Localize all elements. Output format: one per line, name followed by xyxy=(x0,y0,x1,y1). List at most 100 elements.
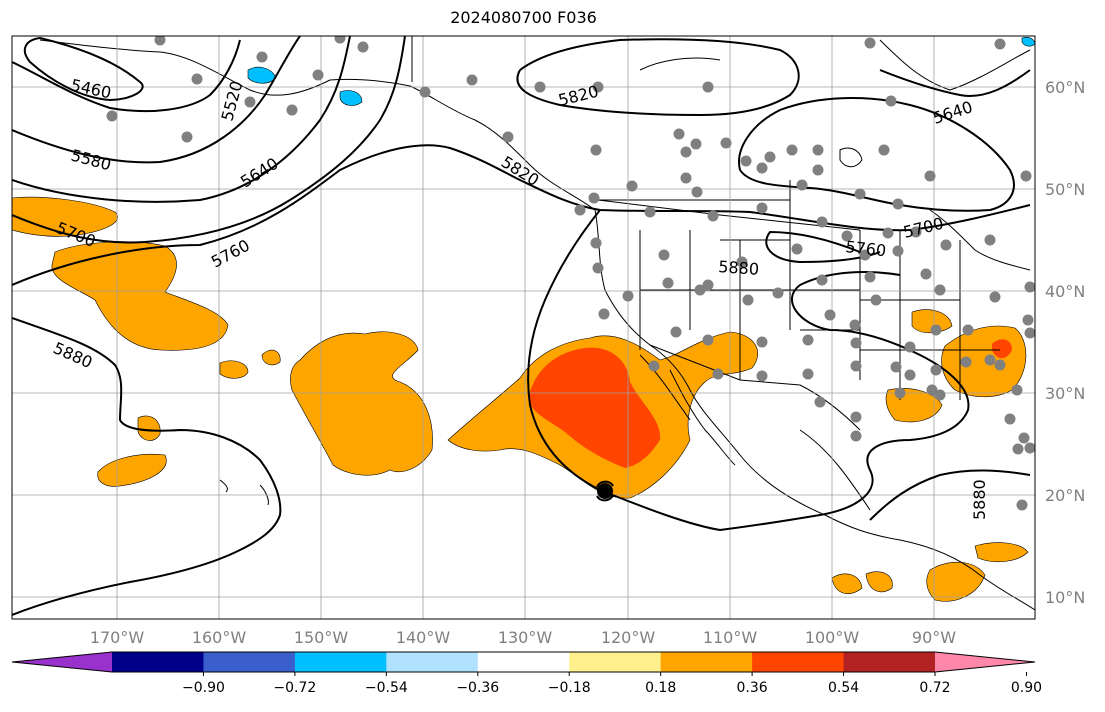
station-marker xyxy=(662,277,674,289)
station-marker xyxy=(892,245,904,257)
station-marker xyxy=(680,172,692,184)
station-marker xyxy=(702,334,714,346)
station-marker xyxy=(926,384,938,396)
station-marker xyxy=(592,81,604,93)
station-marker xyxy=(930,324,942,336)
contour-line xyxy=(12,36,301,164)
station-marker xyxy=(850,411,862,423)
contour-line xyxy=(12,144,1031,286)
colorbar-swatch xyxy=(112,652,204,672)
station-marker xyxy=(934,389,946,401)
shade-core xyxy=(528,347,661,468)
colorbar-swatch xyxy=(660,652,753,672)
station-marker xyxy=(816,274,828,286)
station-marker xyxy=(720,137,732,149)
station-marker xyxy=(984,354,996,366)
contour-line xyxy=(23,37,144,102)
station-marker xyxy=(796,179,808,191)
station-marker xyxy=(286,104,298,116)
height-contours xyxy=(12,36,1031,616)
station-marker xyxy=(598,308,610,320)
station-marker xyxy=(419,86,431,98)
shade-core xyxy=(992,339,1012,359)
station-marker xyxy=(1024,281,1035,293)
station-marker xyxy=(904,369,916,381)
station-marker xyxy=(1012,443,1024,455)
lon-tick-label: 170°W xyxy=(90,628,145,647)
contour-line xyxy=(879,69,1031,97)
station-marker xyxy=(812,144,824,156)
colorbar-tick-label: 0.18 xyxy=(645,680,676,696)
lon-tick-label: 90°W xyxy=(912,628,956,647)
latitude-axis: 60°N 50°N 40°N 30°N 20°N 10°N xyxy=(1045,78,1085,607)
station-marker xyxy=(870,294,882,306)
station-marker xyxy=(940,239,952,251)
station-marker xyxy=(1004,413,1016,425)
station-marker xyxy=(106,110,118,122)
station-marker xyxy=(694,284,706,296)
lat-tick-label: 40°N xyxy=(1045,282,1085,301)
colorbar-swatch xyxy=(569,652,662,672)
station-marker xyxy=(924,170,936,182)
station-marker xyxy=(854,188,866,200)
station-marker xyxy=(466,74,478,86)
station-marker xyxy=(885,95,897,107)
station-marker xyxy=(772,287,784,299)
contour-line xyxy=(516,38,800,117)
station-marker xyxy=(864,271,876,283)
station-marker xyxy=(816,216,828,228)
tropical-cyclone-icon xyxy=(596,480,614,502)
station-marker xyxy=(1018,432,1030,444)
colorbar-tick-label: −0.54 xyxy=(365,680,408,696)
station-marker xyxy=(702,279,714,291)
colorbar: −0.90 −0.72 −0.54 −0.36 −0.18 0.18 0.36 0.54 0.7… xyxy=(11,651,1042,696)
shade-region xyxy=(12,196,118,237)
station-marker xyxy=(934,284,946,296)
contour-line xyxy=(765,230,881,264)
station-marker xyxy=(707,210,719,222)
contour-line xyxy=(12,36,406,244)
colorbar-tick-label: −0.72 xyxy=(273,680,316,696)
station-marker xyxy=(644,206,656,218)
station-marker xyxy=(1024,442,1035,454)
colorbar-tick-label: 0.90 xyxy=(1011,680,1042,696)
station-marker xyxy=(244,96,256,108)
contour-line xyxy=(869,469,1031,521)
shade-region xyxy=(926,561,986,602)
station-marker xyxy=(742,294,754,306)
lon-tick-label: 130°W xyxy=(498,628,553,647)
station-marker xyxy=(691,186,703,198)
contour-label: 5760 xyxy=(845,237,887,260)
station-marker xyxy=(154,36,166,46)
shade-region xyxy=(865,571,893,593)
station-marker xyxy=(904,341,916,353)
station-marker xyxy=(850,360,862,372)
lon-tick-label: 120°W xyxy=(601,628,656,647)
station-marker xyxy=(920,268,932,280)
station-marker xyxy=(334,36,346,44)
station-marker xyxy=(850,337,862,349)
station-marker xyxy=(1020,170,1032,182)
colorbar-tick-label: −0.36 xyxy=(456,680,499,696)
contour-line xyxy=(12,39,241,113)
station-marker xyxy=(756,370,768,382)
station-marker xyxy=(690,138,702,150)
map-frame xyxy=(11,35,1036,620)
station-marker xyxy=(859,249,871,261)
colorbar-tick-label: 0.72 xyxy=(919,680,950,696)
station-marker xyxy=(534,81,546,93)
station-marker xyxy=(878,144,890,156)
station-marker xyxy=(994,359,1006,371)
colorbar-swatch xyxy=(203,652,296,672)
station-marker xyxy=(1011,384,1023,396)
colorbar-tick-label: 0.36 xyxy=(737,680,768,696)
station-marker xyxy=(670,326,682,338)
station-marker xyxy=(764,151,776,163)
station-marker xyxy=(962,324,974,336)
station-marker xyxy=(673,128,685,140)
station-marker xyxy=(181,131,193,143)
colorbar-swatch xyxy=(294,652,387,672)
station-marker xyxy=(588,192,600,204)
colorbar-swatch xyxy=(752,652,845,672)
